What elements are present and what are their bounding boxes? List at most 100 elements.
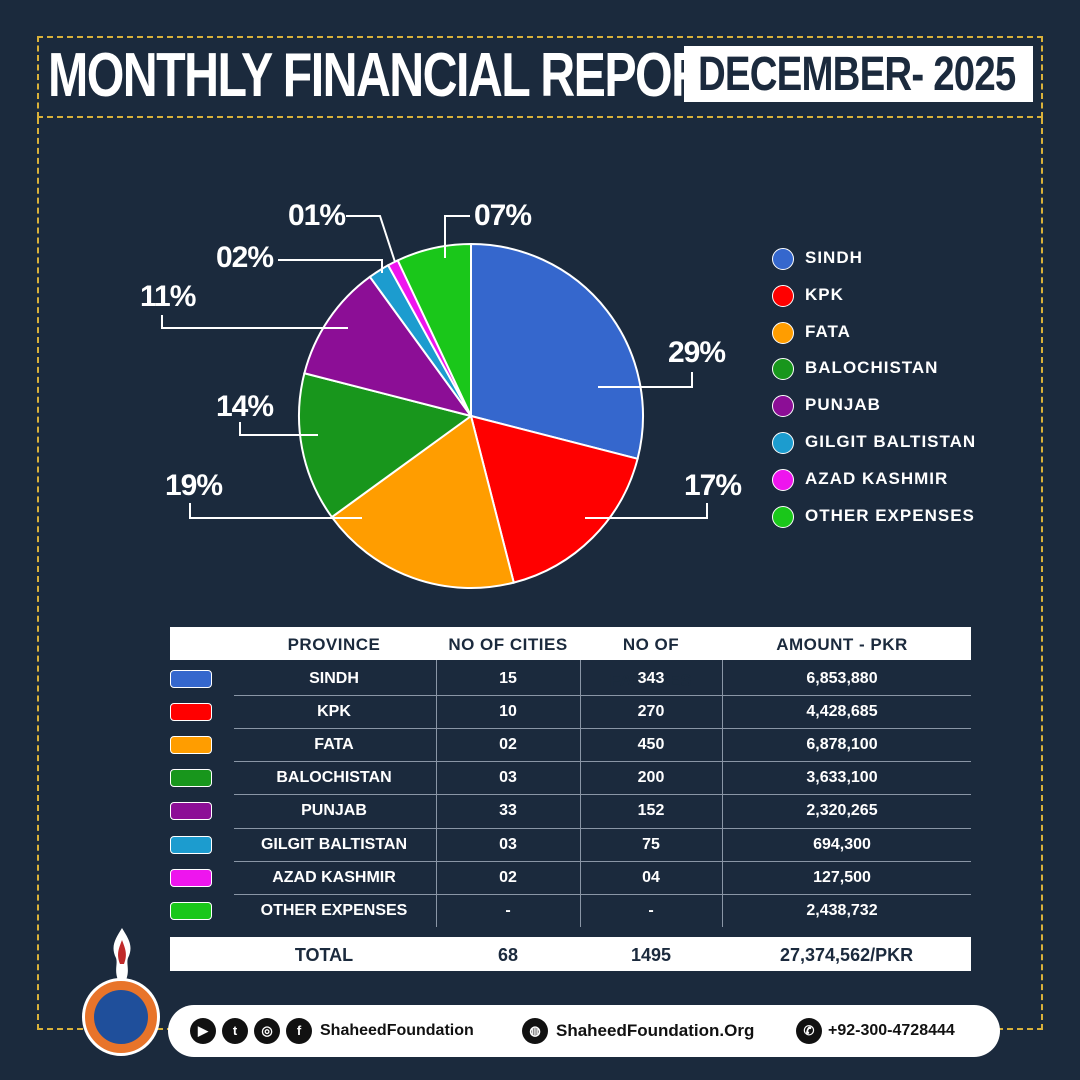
legend-swatch [772,248,794,270]
row-color-swatch [170,802,212,821]
foundation-logo [82,978,160,1056]
flame-emblem [113,928,131,980]
cell-cities: 03 [499,835,517,853]
leader-line [189,503,362,519]
leader-line [346,215,396,263]
legend-label: KPK [805,284,844,304]
pie-slice-punjab [303,275,474,418]
pct-label-punjab: 11% [140,280,196,313]
twitter-icon[interactable]: t [222,1018,248,1044]
phone-number[interactable]: +92-300-4728444 [828,1022,955,1039]
table-row: AZAD KASHMIR 02 04 127,500 [170,861,971,894]
cell-cities: 02 [499,736,517,754]
table-row: SINDH 15 343 6,853,880 [170,662,971,695]
legend-swatch [772,505,794,528]
cell-cities: - [505,901,511,919]
leader-line [585,503,708,519]
pct-label-other-expenses: 07% [474,199,531,232]
footer-bar: ▶ t ◎ f ShaheedFoundation ◍ ShaheedFound… [168,1005,1000,1057]
cell-families: - [648,901,654,919]
facebook-icon[interactable]: f [286,1018,312,1044]
cell-province: OTHER EXPENSES [260,901,408,919]
social-handle[interactable]: ShaheedFoundation [320,1022,474,1039]
leader-line [598,372,693,388]
cell-province: BALOCHISTAN [276,769,392,787]
youtube-icon[interactable]: ▶ [190,1018,216,1044]
cell-amount: 4,428,685 [806,703,878,721]
cell-province: GILGIT BALTISTAN [260,835,408,853]
website-link[interactable]: ShaheedFoundation.Org [556,1021,755,1040]
row-divider [234,695,971,697]
legend-label: FATA [805,321,851,341]
cell-amount: 6,853,880 [806,670,878,687]
row-divider [234,794,971,796]
legend-label: PUNJAB [805,395,881,415]
row-divider [234,860,971,862]
pie-slice-balochistan [298,372,474,519]
leader-line [161,315,348,329]
legend-swatch [772,321,794,344]
pie-slice-sindh [470,242,644,460]
row-color-swatch [170,901,212,920]
legend-swatch [772,358,794,381]
pct-label-azad-kashmir: 01% [288,199,345,232]
leader-line [278,259,383,273]
column-divider [580,660,581,927]
total-label: TOTAL [294,945,354,965]
pie-slice-fata [330,414,515,589]
pct-label-gilgit-baltistan: 02% [216,241,273,274]
header-amount: AMOUNT - PKR [776,635,908,654]
pct-label-kpk: 17% [684,469,741,502]
title-frame [37,36,1043,118]
pie-slice-other-expenses [396,242,472,417]
row-color-swatch [170,670,212,688]
instagram-icon[interactable]: ◎ [254,1018,280,1044]
total-families: 1495 [630,945,672,965]
row-divider [234,728,971,730]
row-color-swatch [170,868,212,887]
legend-label: AZAD KASHMIR [805,468,949,488]
legend-label: SINDH [805,248,863,267]
cell-province: PUNJAB [301,802,367,820]
cell-amount: 6,878,100 [806,736,878,754]
table-header: PROVINCE NO OF CITIES NO OF FAMILIES AMO… [170,627,971,690]
table-row: PUNJAB 33 152 2,320,265 [170,794,971,827]
cell-amount: 2,320,265 [806,802,878,820]
cell-province: AZAD KASHMIR [272,868,396,886]
row-color-swatch [170,703,212,722]
cell-province: SINDH [309,670,359,687]
pie-slice-kpk [469,414,639,584]
legend-label: BALOCHISTAN [805,358,939,378]
column-divider [722,660,723,927]
pct-label-fata: 19% [165,469,222,502]
cell-cities: 10 [499,703,517,721]
report-title: MONTHLY FINANCIAL REPORT [48,41,734,110]
legend-swatch [772,468,794,491]
globe-icon: ◍ [522,1018,548,1044]
table-row: FATA 02 450 6,878,100 [170,728,971,761]
cell-province: FATA [314,736,354,754]
row-divider [234,827,971,829]
row-color-swatch [170,835,212,854]
row-color-swatch [170,769,212,788]
legend-label: GILGIT BALTISTAN [805,432,977,451]
cell-amount: 2,438,732 [806,901,878,919]
header-cities: NO OF CITIES [448,635,568,654]
total-amount: 27,374,562/PKR [780,945,914,965]
cell-families: 270 [637,703,665,721]
leader-line [444,215,470,258]
cell-families: 343 [637,670,665,687]
row-divider [234,761,971,763]
row-divider [234,893,971,895]
cell-amount: 127,500 [813,868,871,886]
phone-icon: ✆ [796,1018,822,1044]
cell-amount: 3,633,100 [806,769,878,787]
table-row: GILGIT BALTISTAN 03 75 694,300 [170,828,971,861]
legend-swatch [772,284,794,307]
pct-label-sindh: 29% [668,336,725,369]
cell-families: 450 [637,736,665,754]
cell-families: 200 [637,769,665,787]
table-total-row: TOTAL 68 1495 27,374,562/PKR [170,937,971,971]
legend-swatch [772,432,794,454]
